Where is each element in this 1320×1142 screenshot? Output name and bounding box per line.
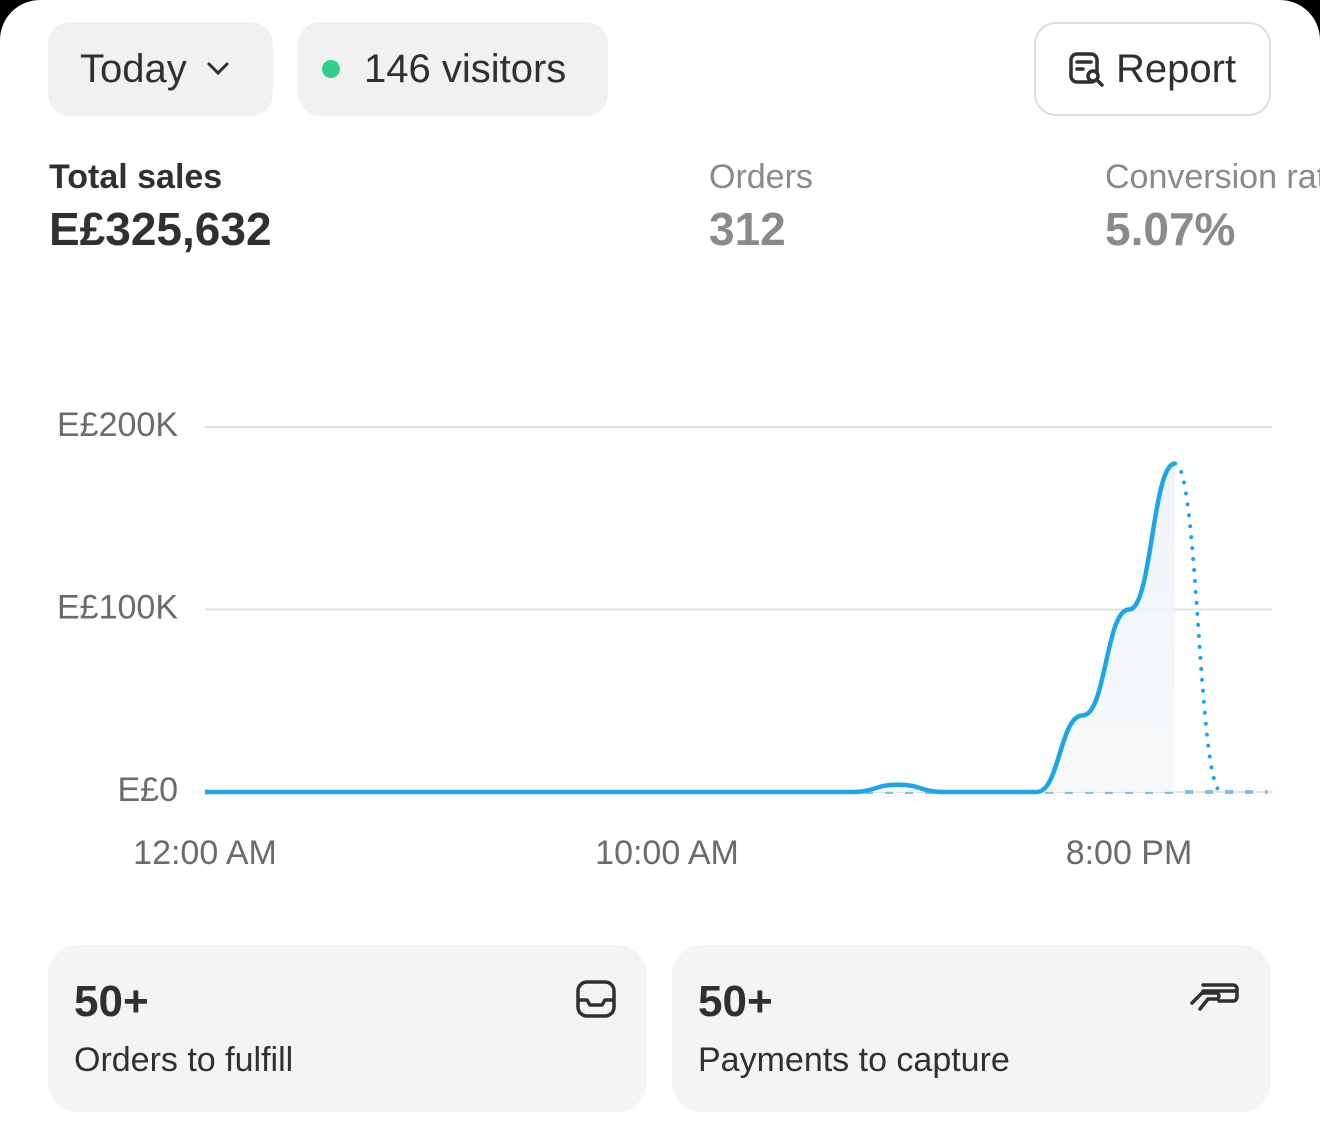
chevron-icon bbox=[207, 62, 229, 76]
metric-orders[interactable]: Orders 312 bbox=[709, 158, 813, 256]
y-tick-label: E£200K bbox=[57, 406, 178, 444]
report-button[interactable]: Report bbox=[1034, 22, 1271, 116]
metric-value: 312 bbox=[709, 203, 786, 255]
metric-value: E£325,632 bbox=[49, 203, 272, 255]
x-tick-label: 8:00 PM bbox=[1066, 834, 1193, 872]
card-value: 50+ bbox=[698, 977, 773, 1026]
card-label: Orders to fulfill bbox=[74, 1041, 294, 1079]
inbox-icon bbox=[576, 980, 616, 1018]
orders-card[interactable]: 50+ Orders to fulfill bbox=[48, 945, 647, 1112]
line-series bbox=[205, 461, 1177, 795]
x-tick-label: 10:00 AM bbox=[595, 834, 739, 872]
y-tick-label: E£0 bbox=[118, 771, 179, 809]
visitors-pill[interactable]: 146 visitors bbox=[298, 22, 608, 116]
sales-chart: E£0 E£100K E£200K 12:00 AM 10:00 AM 8:00 PM bbox=[57, 406, 1272, 872]
payment-icon bbox=[1190, 983, 1239, 1011]
x-tick-label: 12:00 AM bbox=[133, 834, 277, 872]
card-value: 50+ bbox=[74, 977, 149, 1026]
period-selector[interactable]: Today bbox=[48, 22, 273, 116]
visitors-label: 146 visitors bbox=[364, 46, 567, 91]
report-label: Report bbox=[1116, 46, 1237, 91]
live-dot bbox=[322, 60, 340, 78]
report-icon bbox=[1069, 52, 1104, 87]
period-label: Today bbox=[80, 46, 187, 91]
metric-conversion[interactable]: Conversion rate 5.07% bbox=[1105, 158, 1320, 256]
metric-value: 5.07% bbox=[1105, 203, 1236, 255]
y-tick-label: E£100K bbox=[57, 588, 178, 626]
metric-label: Conversion rate bbox=[1105, 158, 1320, 196]
metric-total-sales[interactable]: Total sales E£325,632 bbox=[49, 158, 272, 256]
line-series bbox=[1173, 461, 1224, 794]
metric-label: Orders bbox=[709, 158, 813, 196]
area bbox=[205, 463, 1176, 792]
card-label: Payments to capture bbox=[698, 1041, 1010, 1079]
payments-card[interactable]: 50+ Payments to capture bbox=[672, 945, 1271, 1112]
metric-label: Total sales bbox=[49, 158, 223, 196]
